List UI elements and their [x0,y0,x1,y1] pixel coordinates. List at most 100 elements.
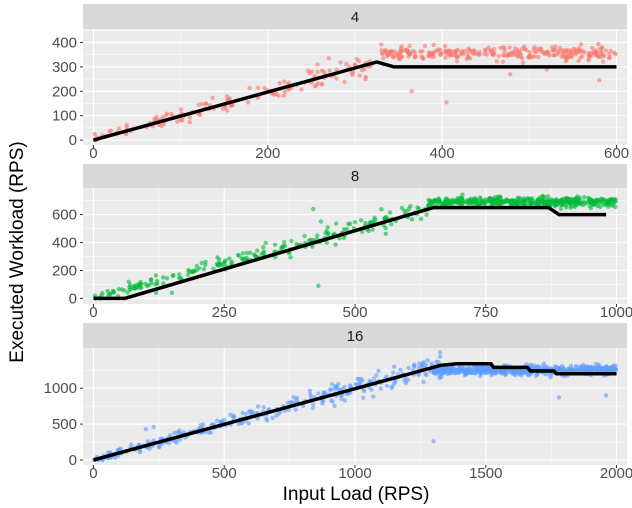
scatter-point [288,255,293,260]
scatter-point [451,367,456,372]
scatter-point [155,278,160,284]
y-tick-label: 200 [52,83,77,100]
scatter-point [347,221,353,226]
scatter-point [309,69,315,74]
scatter-point [334,67,339,72]
scatter-point [239,256,245,261]
x-tick-label: 500 [342,304,367,321]
scatter-point [175,119,180,124]
scatter-point [494,59,499,64]
scatter-point [588,205,594,211]
scatter-point [349,70,354,75]
scatter-point [502,46,507,51]
scatter-point [384,374,389,379]
scatter-point [418,216,424,222]
y-tick-label: 100 [52,108,77,125]
scatter-point [133,285,139,291]
scatter-point [187,115,193,120]
scatter-point [92,131,97,137]
scatter-point [612,365,617,370]
scatter-point [500,59,506,64]
scatter-point [177,272,182,277]
scatter-point [201,267,207,272]
scatter-point [272,242,278,247]
scatter-point [161,281,166,286]
scatter-point [589,53,594,59]
scatter-point [315,62,320,67]
scatter-point [423,371,428,377]
scatter-point [334,76,339,81]
scatter-point [325,231,331,237]
scatter-point [119,287,125,292]
scatter-point [228,412,233,417]
scatter-point [603,48,609,53]
scatter-point [203,262,208,268]
scatter-point [596,41,601,47]
scatter-point [187,120,192,125]
facet-strip [83,323,627,348]
scatter-point [431,54,436,59]
scatter-point [561,196,566,201]
scatter-point [596,78,602,83]
scatter-point [261,245,266,250]
scatter-point [164,111,170,116]
scatter-point [444,100,449,105]
scatter-point [398,367,403,373]
y-tick-label: 200 [52,262,77,279]
scatter-point [508,72,513,77]
scatter-point [100,291,105,296]
scatter-point [322,391,327,396]
scatter-point [565,196,570,201]
scatter-point [363,76,368,82]
scatter-point [196,102,202,107]
scatter-point [522,368,527,373]
facet-strip-label: 8 [351,168,359,185]
x-tick-label: 500 [212,465,237,482]
scatter-point [477,52,482,57]
facet-strip-label: 16 [347,328,364,345]
scatter-point [332,403,337,409]
scatter-point [308,391,313,397]
scatter-point [379,207,384,212]
scatter-point [498,194,503,199]
scatter-point [428,369,433,374]
scatter-point [568,200,573,205]
scatter-point [556,395,562,400]
scatter-point [376,368,381,373]
scatter-point [404,47,409,52]
scatter-point [465,51,470,57]
scatter-point [255,404,261,409]
y-tick-label: 1000 [44,380,77,397]
scatter-point [139,281,144,286]
scatter-point [604,200,609,205]
scatter-point [610,203,615,208]
scatter-point [272,92,277,98]
scatter-point [542,51,547,57]
scatter-point [330,399,335,404]
facet-strip [83,4,627,29]
scatter-point [559,54,564,59]
scatter-point [383,231,388,236]
scatter-point [248,250,253,255]
scatter-point [161,275,166,280]
scatter-point [389,222,394,227]
scatter-point [355,382,360,387]
scatter-point [194,263,199,269]
scatter-point [263,240,268,246]
scatter-point [581,362,586,368]
scatter-point [613,199,618,204]
scatter-point [593,361,599,367]
scatter-point [169,290,175,295]
scatter-point [276,93,281,98]
scatter-point [256,85,261,90]
scatter-point [483,367,489,372]
scatter-point [232,414,237,419]
scatter-point [548,199,554,205]
scatter-point [329,381,335,387]
fit-line [93,60,617,142]
scatter-point [535,364,540,369]
scatter-point [542,194,547,200]
scatter-point [311,402,316,407]
scatter-point [389,385,394,390]
scatter-point [422,43,428,49]
